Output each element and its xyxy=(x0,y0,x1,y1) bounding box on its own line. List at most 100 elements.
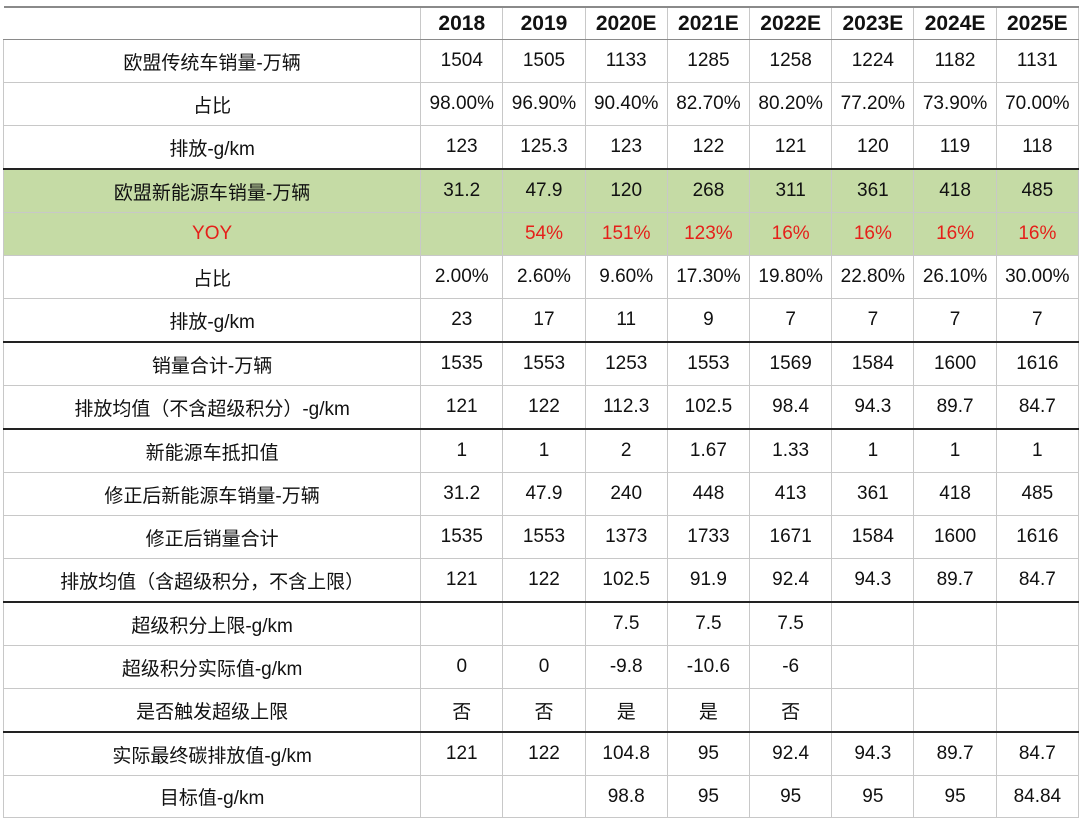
row-label: 实际最终碳排放值-g/km xyxy=(2,731,422,776)
table-cell: 1373 xyxy=(584,515,668,559)
table-row: 排放-g/km 123 125.3 123 122 121 120 119 11… xyxy=(2,125,1080,170)
table-cell: 7.5 xyxy=(749,601,833,646)
table-cell: 1535 xyxy=(420,515,504,559)
table-cell xyxy=(995,601,1080,646)
table-cell: 102.5 xyxy=(666,385,751,430)
table-cell: 19.80% xyxy=(749,255,833,299)
table-cell: 119 xyxy=(913,125,997,170)
table-cell: 121 xyxy=(420,385,504,430)
table-cell: 2.60% xyxy=(502,255,586,299)
table-cell: 77.20% xyxy=(831,82,915,126)
row-label: 排放-g/km xyxy=(2,125,422,170)
table-row: 超级积分实际值-g/km 0 0 -9.8 -10.6 -6 xyxy=(2,645,1080,689)
column-header: 2023E xyxy=(831,6,915,40)
table-cell: 361 xyxy=(831,168,915,213)
row-label: 是否触发超级上限 xyxy=(2,688,422,733)
table-cell xyxy=(831,688,915,733)
row-label: 占比 xyxy=(2,255,422,299)
table-cell: 1553 xyxy=(502,341,586,386)
table-cell: 120 xyxy=(831,125,915,170)
row-label: 超级积分上限-g/km xyxy=(2,601,422,646)
table-cell: 31.2 xyxy=(420,168,504,213)
table-cell: 89.7 xyxy=(913,558,997,603)
table-cell: 122 xyxy=(666,125,751,170)
table-cell: 1285 xyxy=(666,39,751,83)
table-cell: 7 xyxy=(749,298,833,343)
table-cell: 122 xyxy=(502,385,586,430)
header-row: 2018 2019 2020E 2021E 2022E 2023E 2024E … xyxy=(3,6,1080,40)
table-cell: 否 xyxy=(749,688,833,733)
table-cell: 70.00% xyxy=(995,82,1080,126)
row-label: 新能源车抵扣值 xyxy=(2,428,422,473)
row-label: 排放均值（含超级积分，不含上限） xyxy=(2,558,422,603)
table-cell xyxy=(831,645,915,689)
emissions-table: 2018 2019 2020E 2021E 2022E 2023E 2024E … xyxy=(2,6,1080,818)
table-cell: 418 xyxy=(913,472,997,516)
table-row: 占比 98.00% 96.90% 90.40% 82.70% 80.20% 77… xyxy=(2,82,1080,126)
table-cell xyxy=(502,601,586,646)
table-cell: 1569 xyxy=(749,341,833,386)
table-cell xyxy=(420,601,504,646)
table-cell: 122 xyxy=(502,558,586,603)
table-cell: 413 xyxy=(749,472,833,516)
table-cell: 1733 xyxy=(666,515,751,559)
table-cell: 73.90% xyxy=(913,82,997,126)
table-cell: 98.8 xyxy=(584,775,668,818)
table-row: 目标值-g/km 98.8 95 95 95 95 84.84 xyxy=(2,775,1080,818)
table-row: 排放均值（含超级积分，不含上限） 121 122 102.5 91.9 92.4… xyxy=(2,558,1080,603)
row-label: 排放均值（不含超级积分）-g/km xyxy=(2,385,422,430)
table-cell: 1224 xyxy=(831,39,915,83)
table-cell xyxy=(420,775,504,818)
table-cell: 92.4 xyxy=(749,731,833,776)
table-cell: 123 xyxy=(584,125,668,170)
column-header: 2019 xyxy=(502,6,586,40)
table-cell: 104.8 xyxy=(584,731,668,776)
table-cell: 1258 xyxy=(749,39,833,83)
table-cell: 7.5 xyxy=(584,601,668,646)
row-label: 欧盟新能源车销量-万辆 xyxy=(2,168,422,213)
column-header: 2020E xyxy=(584,6,668,40)
row-label: 占比 xyxy=(2,82,422,126)
table-cell xyxy=(420,212,504,256)
table-cell: 0 xyxy=(420,645,504,689)
table-cell xyxy=(995,688,1080,733)
table-cell: 2.00% xyxy=(420,255,504,299)
table-cell: 1.67 xyxy=(666,428,751,473)
table-cell: 9 xyxy=(666,298,751,343)
column-header: 2022E xyxy=(749,6,833,40)
table-cell: 26.10% xyxy=(913,255,997,299)
table-row: 销量合计-万辆 1535 1553 1253 1553 1569 1584 16… xyxy=(2,341,1080,386)
row-label: YOY xyxy=(2,212,422,256)
table-cell: 1553 xyxy=(666,341,751,386)
table-cell: 95 xyxy=(749,775,833,818)
row-label: 销量合计-万辆 xyxy=(2,341,422,386)
table-cell: 1616 xyxy=(995,341,1080,386)
table-cell: 121 xyxy=(420,558,504,603)
row-label: 修正后新能源车销量-万辆 xyxy=(2,472,422,516)
table-cell: 89.7 xyxy=(913,731,997,776)
table-cell: 91.9 xyxy=(666,558,751,603)
table-cell: 1600 xyxy=(913,341,997,386)
table-cell: 47.9 xyxy=(502,472,586,516)
table-cell: -9.8 xyxy=(584,645,668,689)
table-cell: 1584 xyxy=(831,515,915,559)
table-cell xyxy=(995,645,1080,689)
table-cell: 否 xyxy=(502,688,586,733)
table-cell: 112.3 xyxy=(584,385,668,430)
table-cell: 1 xyxy=(502,428,586,473)
table-cell: 1671 xyxy=(749,515,833,559)
table-cell: 89.7 xyxy=(913,385,997,430)
table-cell: 17 xyxy=(502,298,586,343)
table-cell: 418 xyxy=(913,168,997,213)
table-cell: 9.60% xyxy=(584,255,668,299)
table-cell: 94.3 xyxy=(831,385,915,430)
table-cell: 268 xyxy=(666,168,751,213)
table-row: 实际最终碳排放值-g/km 121 122 104.8 95 92.4 94.3… xyxy=(2,731,1080,776)
table-cell: 92.4 xyxy=(749,558,833,603)
table-cell: 47.9 xyxy=(502,168,586,213)
table-cell: 1131 xyxy=(995,39,1080,83)
table-cell: 1133 xyxy=(584,39,668,83)
table-cell: 151% xyxy=(584,212,668,256)
table-cell xyxy=(913,688,997,733)
row-label: 超级积分实际值-g/km xyxy=(2,645,422,689)
